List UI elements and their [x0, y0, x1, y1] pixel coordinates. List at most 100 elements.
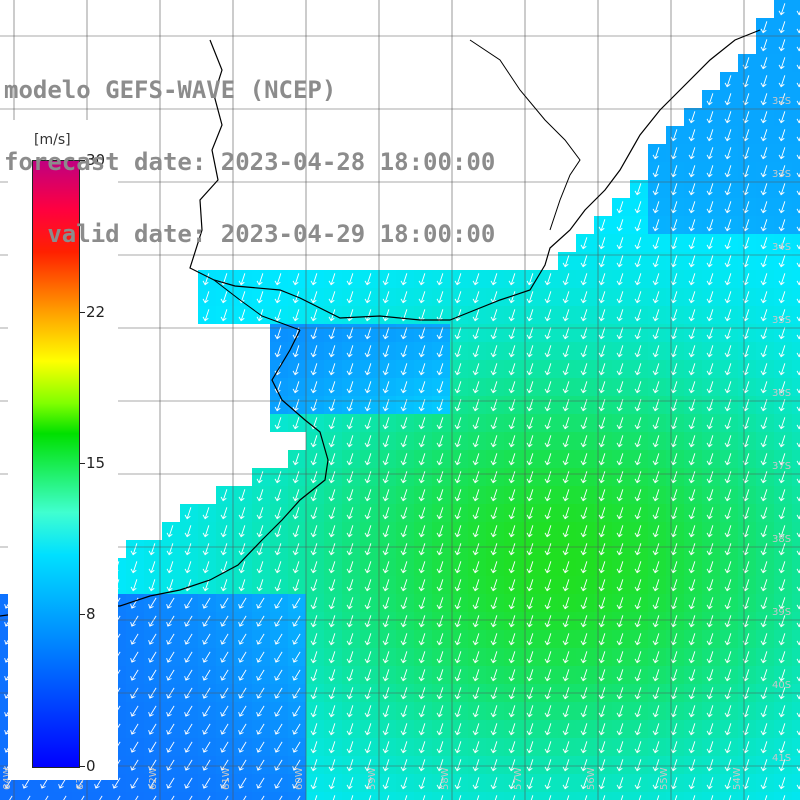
wind-arrow — [562, 291, 570, 304]
wind-cell — [0, 792, 18, 800]
wind-arrow — [634, 633, 642, 646]
wind-arrow — [724, 183, 732, 196]
wind-arrow — [688, 651, 696, 664]
wind-arrow — [652, 615, 660, 628]
wind-arrow — [225, 795, 229, 800]
wind-arrow — [328, 705, 336, 718]
wind-arrow — [310, 489, 318, 502]
wind-arrow — [148, 741, 157, 753]
wind-arrow — [274, 471, 282, 484]
wind-arrow — [112, 777, 121, 789]
wind-arrow — [166, 741, 175, 753]
wind-arrow — [562, 759, 570, 772]
wind-cell — [792, 774, 800, 792]
wind-arrow — [238, 507, 246, 520]
wind-arrow — [652, 183, 660, 196]
wind-arrow — [526, 705, 534, 718]
wind-arrow — [171, 795, 175, 800]
wind-arrow — [634, 615, 642, 628]
inland-border — [469, 39, 581, 231]
wind-cell — [738, 792, 756, 800]
lat-label: 38S — [772, 534, 791, 545]
wind-arrow — [364, 723, 372, 736]
wind-arrow — [634, 777, 642, 790]
wind-arrow — [616, 273, 624, 286]
wind-arrow — [202, 543, 210, 556]
wind-arrow — [400, 633, 408, 646]
wind-arrow — [418, 489, 426, 502]
wind-arrow — [418, 579, 426, 592]
wind-arrow — [130, 615, 139, 627]
wind-cell — [54, 792, 72, 800]
wind-arrow — [508, 291, 516, 304]
wind-arrow — [472, 327, 480, 340]
wind-arrow — [382, 525, 390, 538]
wind-arrow — [472, 345, 480, 358]
wind-arrow — [292, 669, 301, 681]
wind-arrow — [400, 597, 408, 610]
wind-arrow — [490, 453, 498, 466]
wind-arrow — [418, 705, 426, 718]
uruguay-brazil-coast — [189, 29, 761, 321]
wind-arrow — [688, 615, 696, 628]
wind-arrow — [346, 579, 354, 592]
wind-arrow — [400, 327, 408, 340]
wind-arrow — [238, 561, 246, 574]
wind-arrow — [706, 93, 714, 106]
wind-arrow — [440, 795, 444, 800]
wind-arrow — [490, 309, 498, 322]
wind-arrow — [346, 291, 354, 304]
wind-arrow — [490, 273, 498, 286]
wind-arrow — [710, 795, 714, 800]
lat-label: 39S — [772, 607, 791, 618]
wind-arrow — [418, 273, 426, 286]
wind-arrow — [508, 651, 516, 664]
wind-arrow — [724, 705, 732, 718]
lon-label: 61W — [221, 767, 232, 790]
wind-arrow — [207, 795, 211, 800]
wind-arrow — [670, 129, 678, 142]
wind-cell — [792, 324, 800, 342]
wind-arrow — [220, 525, 228, 538]
wind-arrow — [508, 489, 516, 502]
wind-arrow — [314, 795, 318, 800]
wind-arrow — [580, 777, 588, 790]
wind-arrow — [166, 777, 175, 789]
wind-arrow — [404, 795, 408, 800]
wind-arrow — [238, 543, 246, 556]
wind-arrow — [274, 417, 282, 430]
wind-arrow — [490, 363, 498, 376]
wind-cell — [540, 792, 558, 800]
wind-arrow — [130, 723, 139, 735]
wind-arrow — [400, 579, 408, 592]
wind-arrow — [670, 543, 678, 556]
lon-label: 54W — [732, 767, 743, 790]
wind-arrow — [220, 705, 229, 717]
wind-arrow — [670, 327, 678, 340]
wind-cell — [792, 54, 800, 72]
wind-arrow — [148, 543, 156, 556]
wind-arrow — [202, 309, 210, 322]
wind-arrow — [688, 327, 696, 340]
wind-arrow — [148, 759, 157, 771]
wind-arrow — [202, 777, 211, 789]
wind-arrow — [760, 147, 768, 160]
wind-arrow — [184, 759, 193, 771]
wind-arrow — [706, 597, 714, 610]
wind-cell — [666, 792, 684, 800]
wind-arrow — [778, 381, 786, 394]
wind-arrow — [706, 741, 714, 754]
wind-arrow — [598, 507, 606, 520]
wind-arrow — [346, 759, 354, 772]
wind-arrow — [418, 561, 426, 574]
wind-arrow — [724, 615, 732, 628]
wind-arrow — [760, 777, 768, 790]
wind-arrow — [508, 327, 516, 340]
wind-arrow — [436, 435, 444, 448]
wind-arrow — [616, 723, 624, 736]
wind-arrow — [400, 507, 408, 520]
wind-arrow — [634, 597, 642, 610]
wind-arrow — [778, 471, 786, 484]
wind-arrow — [454, 759, 462, 772]
wind-arrow — [724, 309, 732, 322]
